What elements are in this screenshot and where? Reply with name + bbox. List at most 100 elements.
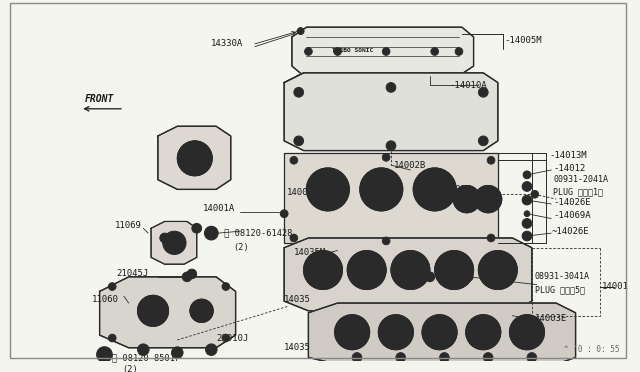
- Text: ^ '0 : 0: 55: ^ '0 : 0: 55: [564, 344, 620, 353]
- Circle shape: [423, 178, 446, 201]
- Text: -14069A: -14069A: [553, 211, 591, 220]
- Circle shape: [348, 251, 386, 289]
- Circle shape: [163, 231, 186, 254]
- Text: 14002B: 14002B: [394, 161, 426, 170]
- Circle shape: [388, 143, 394, 148]
- Circle shape: [378, 315, 413, 350]
- Circle shape: [168, 237, 180, 248]
- Text: 11060: 11060: [92, 295, 119, 304]
- Text: -14010A: -14010A: [449, 81, 487, 90]
- Circle shape: [335, 315, 370, 350]
- Circle shape: [192, 224, 202, 233]
- Circle shape: [352, 353, 362, 362]
- Text: -14026E: -14026E: [553, 198, 591, 206]
- Text: (2): (2): [234, 243, 250, 252]
- Circle shape: [474, 324, 492, 341]
- Text: Ⓑ 08120-8501F: Ⓑ 08120-8501F: [112, 353, 180, 362]
- Text: 14001: 14001: [602, 282, 628, 291]
- Circle shape: [479, 251, 517, 289]
- Circle shape: [370, 178, 393, 201]
- Circle shape: [138, 295, 168, 326]
- Text: B: B: [102, 352, 107, 357]
- Circle shape: [466, 315, 500, 350]
- Text: (2): (2): [122, 365, 138, 372]
- Text: 21010J: 21010J: [216, 334, 248, 343]
- Polygon shape: [292, 27, 474, 76]
- Polygon shape: [308, 303, 575, 364]
- Circle shape: [172, 347, 183, 359]
- Circle shape: [138, 344, 149, 356]
- Text: 14035: 14035: [284, 295, 311, 304]
- Text: 14035M: 14035M: [294, 248, 326, 257]
- Circle shape: [525, 221, 529, 226]
- Circle shape: [333, 48, 342, 55]
- Text: 14003E: 14003E: [535, 314, 567, 323]
- Circle shape: [522, 195, 532, 205]
- Circle shape: [190, 299, 213, 323]
- Circle shape: [525, 184, 529, 189]
- Circle shape: [481, 90, 486, 95]
- Text: ~14026E: ~14026E: [551, 227, 589, 236]
- Circle shape: [348, 251, 386, 289]
- Circle shape: [455, 48, 463, 55]
- Circle shape: [453, 186, 481, 213]
- Text: PLUG プラ（5）: PLUG プラ（5）: [535, 285, 585, 294]
- Circle shape: [307, 168, 349, 211]
- Circle shape: [431, 324, 448, 341]
- Circle shape: [357, 260, 376, 280]
- Circle shape: [185, 149, 205, 168]
- Circle shape: [222, 334, 230, 342]
- Circle shape: [466, 315, 500, 350]
- Circle shape: [280, 210, 288, 218]
- Text: 14003P: 14003P: [287, 188, 319, 197]
- Circle shape: [382, 48, 390, 55]
- Text: Ⓑ 08120-61428: Ⓑ 08120-61428: [219, 229, 292, 238]
- Circle shape: [182, 272, 192, 282]
- Circle shape: [205, 344, 217, 356]
- Circle shape: [522, 231, 532, 241]
- Circle shape: [290, 156, 298, 164]
- Circle shape: [297, 28, 304, 35]
- Circle shape: [360, 168, 403, 211]
- Text: FRONT: FRONT: [85, 94, 115, 104]
- Polygon shape: [158, 126, 231, 189]
- Circle shape: [387, 324, 404, 341]
- Circle shape: [296, 138, 301, 143]
- Circle shape: [314, 260, 333, 280]
- Circle shape: [382, 154, 390, 161]
- Circle shape: [422, 315, 457, 350]
- Circle shape: [391, 251, 430, 289]
- Circle shape: [465, 272, 473, 281]
- Circle shape: [190, 299, 213, 323]
- Polygon shape: [284, 73, 498, 151]
- Circle shape: [108, 334, 116, 342]
- Circle shape: [487, 156, 495, 164]
- Circle shape: [386, 83, 396, 92]
- Text: 14003G: 14003G: [440, 185, 472, 194]
- Circle shape: [222, 283, 230, 291]
- Circle shape: [425, 272, 435, 282]
- Circle shape: [509, 315, 545, 350]
- Text: 08931-3041A: 08931-3041A: [535, 272, 589, 281]
- Circle shape: [527, 353, 537, 362]
- Polygon shape: [284, 238, 532, 311]
- Circle shape: [522, 219, 532, 228]
- Circle shape: [522, 182, 532, 191]
- Circle shape: [316, 178, 339, 201]
- Circle shape: [138, 295, 168, 326]
- Circle shape: [187, 269, 196, 279]
- Circle shape: [294, 136, 303, 146]
- Polygon shape: [151, 221, 196, 264]
- Circle shape: [435, 251, 474, 289]
- Circle shape: [479, 87, 488, 97]
- Circle shape: [378, 315, 413, 350]
- Circle shape: [177, 141, 212, 176]
- Circle shape: [481, 138, 486, 143]
- Circle shape: [525, 198, 529, 202]
- Circle shape: [479, 136, 488, 146]
- Polygon shape: [284, 154, 498, 243]
- Circle shape: [518, 324, 536, 341]
- Text: 14330A: 14330A: [211, 39, 243, 48]
- Text: PLUG プラ（1）: PLUG プラ（1）: [553, 188, 604, 197]
- Circle shape: [294, 87, 303, 97]
